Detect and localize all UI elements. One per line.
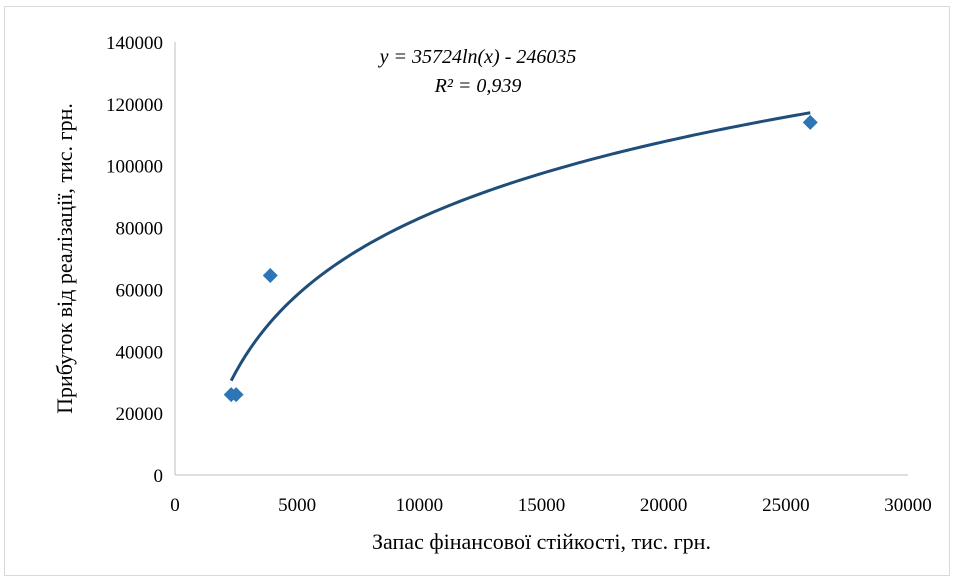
x-axis-title: Запас фінансової стійкості, тис. грн. [372, 529, 711, 554]
y-tick-label: 20000 [116, 404, 164, 425]
x-tick-label: 10000 [396, 495, 444, 516]
trendline-r-squared: R² = 0,939 [434, 75, 522, 97]
axes [174, 42, 908, 476]
y-tick-label: 120000 [106, 95, 163, 116]
x-tick-label: 5000 [278, 495, 316, 516]
chart-frame [4, 6, 950, 576]
y-tick-labels: 0 20000 40000 60000 80000 100000 120000 140000 [106, 33, 163, 487]
y-tick-label: 140000 [106, 33, 163, 54]
x-tick-label: 20000 [640, 495, 688, 516]
trendline-equation: y = 35724ln(x) - 246035 [378, 46, 577, 68]
x-tick-label: 30000 [884, 495, 932, 516]
y-axis-title: Прибуток від реалізації, тис. грн. [52, 103, 77, 414]
x-tick-label: 0 [170, 495, 180, 516]
x-tick-label: 25000 [762, 495, 810, 516]
y-tick-label: 0 [154, 466, 164, 487]
data-points [223, 114, 818, 403]
y-tick-label: 40000 [116, 342, 164, 363]
data-point [802, 114, 818, 130]
y-tick-label: 60000 [116, 280, 164, 301]
trendline [229, 111, 811, 382]
y-tick-label: 100000 [106, 157, 163, 178]
x-tick-label: 15000 [518, 495, 566, 516]
data-point [262, 268, 278, 284]
y-tick-label: 80000 [116, 219, 164, 240]
x-tick-labels: 0 5000 10000 15000 20000 25000 30000 [170, 495, 932, 516]
data-point [228, 387, 244, 403]
